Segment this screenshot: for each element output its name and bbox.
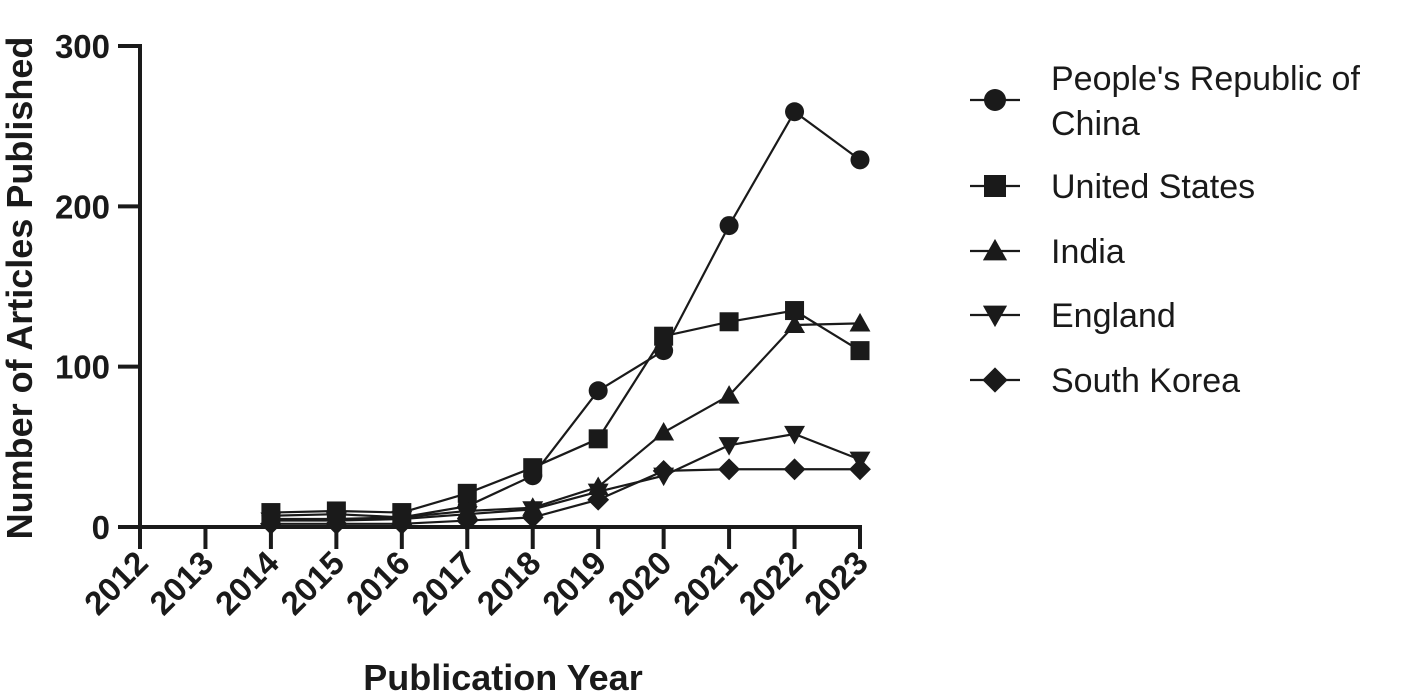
series-group — [261, 301, 870, 523]
data-point — [325, 512, 348, 535]
data-point — [587, 488, 610, 511]
x-tick-label: 2022 — [731, 544, 809, 622]
legend-marker — [982, 367, 1008, 393]
data-point — [390, 512, 413, 535]
data-point — [718, 385, 740, 404]
x-tick-label: 2013 — [142, 544, 220, 622]
x-tick-label: 2023 — [797, 544, 875, 622]
data-point — [785, 301, 805, 321]
legend-marker — [984, 175, 1006, 197]
legend-label-line: China — [1051, 105, 1140, 143]
legend-label-line: People's Republic of — [1051, 60, 1360, 98]
series-line — [270, 110, 861, 519]
data-point — [457, 483, 477, 503]
x-tick-label: 2014 — [208, 543, 287, 622]
legend-label: England — [1051, 297, 1176, 335]
legend-entry: England — [970, 297, 1176, 335]
x-tick-label: 2015 — [273, 544, 351, 622]
series-line — [270, 309, 861, 514]
x-tick-label: 2021 — [666, 544, 744, 622]
y-axis-title: Number of Articles Published — [0, 37, 40, 540]
data-point — [719, 216, 739, 236]
series-group — [260, 312, 871, 528]
data-point — [718, 437, 740, 456]
legend-label: South Korea — [1051, 362, 1240, 400]
legend-marker — [984, 89, 1006, 111]
x-tick-label: 2017 — [404, 544, 482, 622]
data-point — [719, 312, 739, 332]
y-tick-label: 0 — [92, 509, 110, 546]
data-point — [654, 326, 674, 346]
legend-entry: South Korea — [970, 362, 1240, 400]
series-group — [261, 102, 870, 527]
series-group — [259, 458, 871, 535]
data-point — [783, 458, 806, 481]
axes: 0100200300201220132014201520162017201820… — [55, 28, 875, 622]
legend-marker — [982, 305, 1008, 328]
x-tick-label: 2019 — [535, 544, 613, 622]
x-axis-title: Publication Year — [363, 657, 642, 692]
legend-label: United States — [1051, 168, 1255, 206]
legend-marker — [982, 238, 1008, 261]
data-point — [653, 421, 675, 441]
data-point — [784, 425, 805, 445]
plot-area — [259, 102, 871, 535]
data-point — [521, 506, 544, 529]
x-tick-label: 2012 — [77, 544, 155, 622]
legend-label: India — [1051, 233, 1125, 271]
y-tick-label: 300 — [55, 28, 110, 65]
data-point — [850, 150, 870, 170]
data-point — [849, 458, 871, 481]
y-tick-label: 100 — [55, 349, 110, 386]
y-tick-label: 200 — [55, 188, 110, 225]
data-point — [588, 429, 608, 449]
series-line — [270, 432, 861, 522]
series-line — [270, 468, 860, 525]
x-tick-label: 2016 — [339, 544, 417, 622]
data-point — [784, 314, 805, 334]
data-point — [259, 512, 282, 535]
legend-entry: United States — [970, 168, 1255, 206]
data-point — [523, 458, 543, 478]
data-point — [785, 102, 805, 122]
data-point — [588, 381, 608, 401]
legend-entry: India — [970, 233, 1125, 271]
legend: People's Republic of China United States In… — [970, 60, 1360, 400]
x-tick-label: 2018 — [470, 544, 548, 622]
data-point — [652, 459, 675, 482]
data-point — [718, 458, 741, 481]
x-tick-label: 2020 — [601, 544, 679, 622]
legend-entry: People's Republic of China — [970, 60, 1360, 143]
data-point — [654, 341, 674, 361]
series-line — [270, 322, 861, 521]
data-point — [849, 312, 871, 332]
data-point — [850, 341, 870, 361]
legend-label: People's Republic of China — [1051, 60, 1360, 143]
